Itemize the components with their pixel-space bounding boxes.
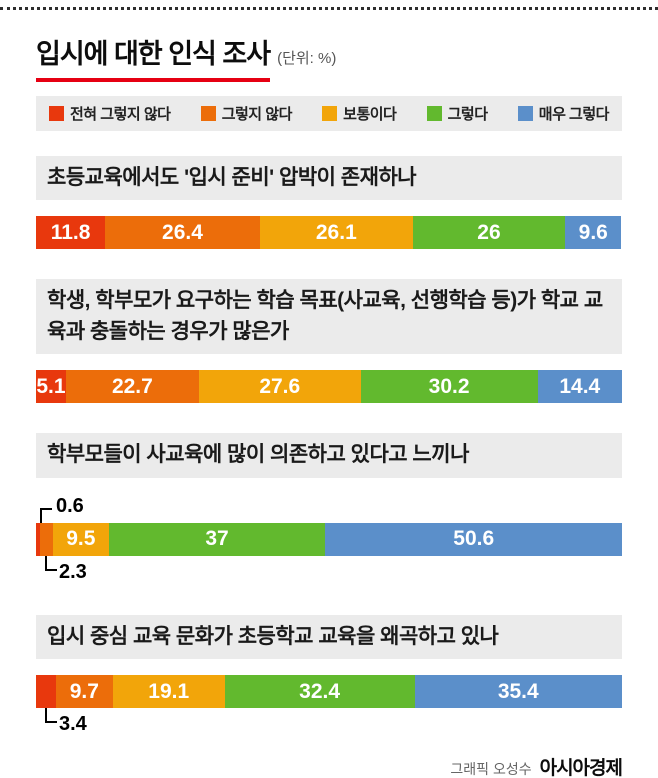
bar-segment: 26 <box>412 216 566 250</box>
stacked-bar: 11.8 26.4 26.1 26 9.6 <box>36 216 622 250</box>
credit: 그래픽 오성수 아시아경제 <box>36 753 623 778</box>
legend-swatch <box>49 106 64 121</box>
callout-below: 2.3 <box>36 555 622 585</box>
bar-segment: 26.1 <box>259 216 413 250</box>
callout-value: 2.3 <box>59 560 87 583</box>
survey-item: 입시 중심 교육 문화가 초등학교 교육을 왜곡하고 있나 9.7 19.1 32.4… <box>36 614 622 737</box>
bar-segment: 26.4 <box>105 216 260 250</box>
bar-area: 5.1 22.7 27.6 30.2 14.4 <box>36 370 622 404</box>
callout-line <box>45 555 57 571</box>
infographic: 입시에 대한 인식 조사 (단위: %) 전혀 그렇지 않다 그렇지 않다 보통이다 그… <box>0 32 658 778</box>
callout-value: 0.6 <box>56 494 84 517</box>
bar-segment <box>36 522 40 556</box>
legend-label: 그렇지 않다 <box>221 106 293 123</box>
bar-segment: 27.6 <box>198 370 361 404</box>
question-title: 학부모들이 사교육에 많이 의존하고 있다고 느끼나 <box>36 433 622 478</box>
bar-segment: 30.2 <box>360 370 538 404</box>
bar-segment: 37 <box>108 522 326 556</box>
survey-item: 학생, 학부모가 요구하는 학습 목표(사교육, 선행학습 등)가 학교 교육과… <box>36 279 622 404</box>
legend-swatch <box>426 106 442 121</box>
stacked-bar: 5.1 22.7 27.6 30.2 14.4 <box>36 370 622 404</box>
callout-line <box>45 708 57 724</box>
question-title: 입시 중심 교육 문화가 초등학교 교육을 왜곡하고 있나 <box>36 614 622 660</box>
bar-segment: 11.8 <box>36 216 106 250</box>
bar-segment: 50.6 <box>325 522 622 556</box>
legend-swatch <box>200 106 216 121</box>
legend-swatch <box>517 106 533 121</box>
bar-segment: 9.7 <box>55 675 113 709</box>
stacked-bar: 9.5 37 50.6 <box>36 522 622 556</box>
callout-line <box>40 507 52 523</box>
legend-label: 매우 그렇다 <box>538 106 610 123</box>
bar-segment: 14.4 <box>537 370 622 404</box>
charts: 초등교육에서도 '입시 준비' 압박이 존재하나 11.8 26.4 26.1 26 9.… <box>36 156 622 737</box>
header: 입시에 대한 인식 조사 (단위: %) <box>36 32 622 82</box>
question-title: 학생, 학부모가 요구하는 학습 목표(사교육, 선행학습 등)가 학교 교육과… <box>36 279 622 355</box>
brand-logo: 아시아경제 <box>539 758 623 778</box>
bar-segment: 22.7 <box>65 370 199 404</box>
bar-segment: 9.5 <box>52 522 109 556</box>
bar-segment <box>36 675 56 709</box>
survey-item: 초등교육에서도 '입시 준비' 압박이 존재하나 11.8 26.4 26.1 26 9.… <box>36 156 622 250</box>
unit-note: (단위: %) <box>277 50 337 67</box>
bar-area: 0.6 9.5 37 50.6 2.3 <box>36 494 622 585</box>
legend-item: 보통이다 <box>322 103 397 124</box>
bar-segment: 19.1 <box>112 675 225 709</box>
bar-segment: 32.4 <box>224 675 415 709</box>
legend-item: 전혀 그렇지 않다 <box>49 103 171 124</box>
callout-above: 0.6 <box>36 494 622 523</box>
bar-area: 11.8 26.4 26.1 26 9.6 <box>36 216 622 250</box>
legend-item: 그렇지 않다 <box>200 103 293 124</box>
bar-segment: 9.6 <box>565 216 622 250</box>
bar-segment: 5.1 <box>36 370 66 404</box>
legend-item: 매우 그렇다 <box>517 103 610 124</box>
legend: 전혀 그렇지 않다 그렇지 않다 보통이다 그렇다 매우 그렇다 <box>36 96 622 131</box>
bar-segment: 35.4 <box>414 675 622 709</box>
credit-text: 그래픽 오성수 <box>450 761 532 778</box>
bar-segment <box>39 522 53 556</box>
legend-label: 전혀 그렇지 않다 <box>70 106 171 123</box>
legend-label: 보통이다 <box>343 106 397 123</box>
callout-below: 3.4 <box>36 708 622 737</box>
page-title: 입시에 대한 인식 조사 <box>36 32 271 82</box>
top-divider <box>0 7 658 10</box>
question-title: 초등교육에서도 '입시 준비' 압박이 존재하나 <box>36 156 622 201</box>
stacked-bar: 9.7 19.1 32.4 35.4 <box>36 675 622 709</box>
legend-label: 그렇다 <box>447 106 488 123</box>
legend-item: 그렇다 <box>426 103 488 124</box>
bar-area: 9.7 19.1 32.4 35.4 3.4 <box>36 675 622 737</box>
survey-item: 학부모들이 사교육에 많이 의존하고 있다고 느끼나 0.6 9.5 37 50.6 2.… <box>36 433 622 584</box>
callout-value: 3.4 <box>59 713 87 736</box>
legend-swatch <box>322 106 338 121</box>
